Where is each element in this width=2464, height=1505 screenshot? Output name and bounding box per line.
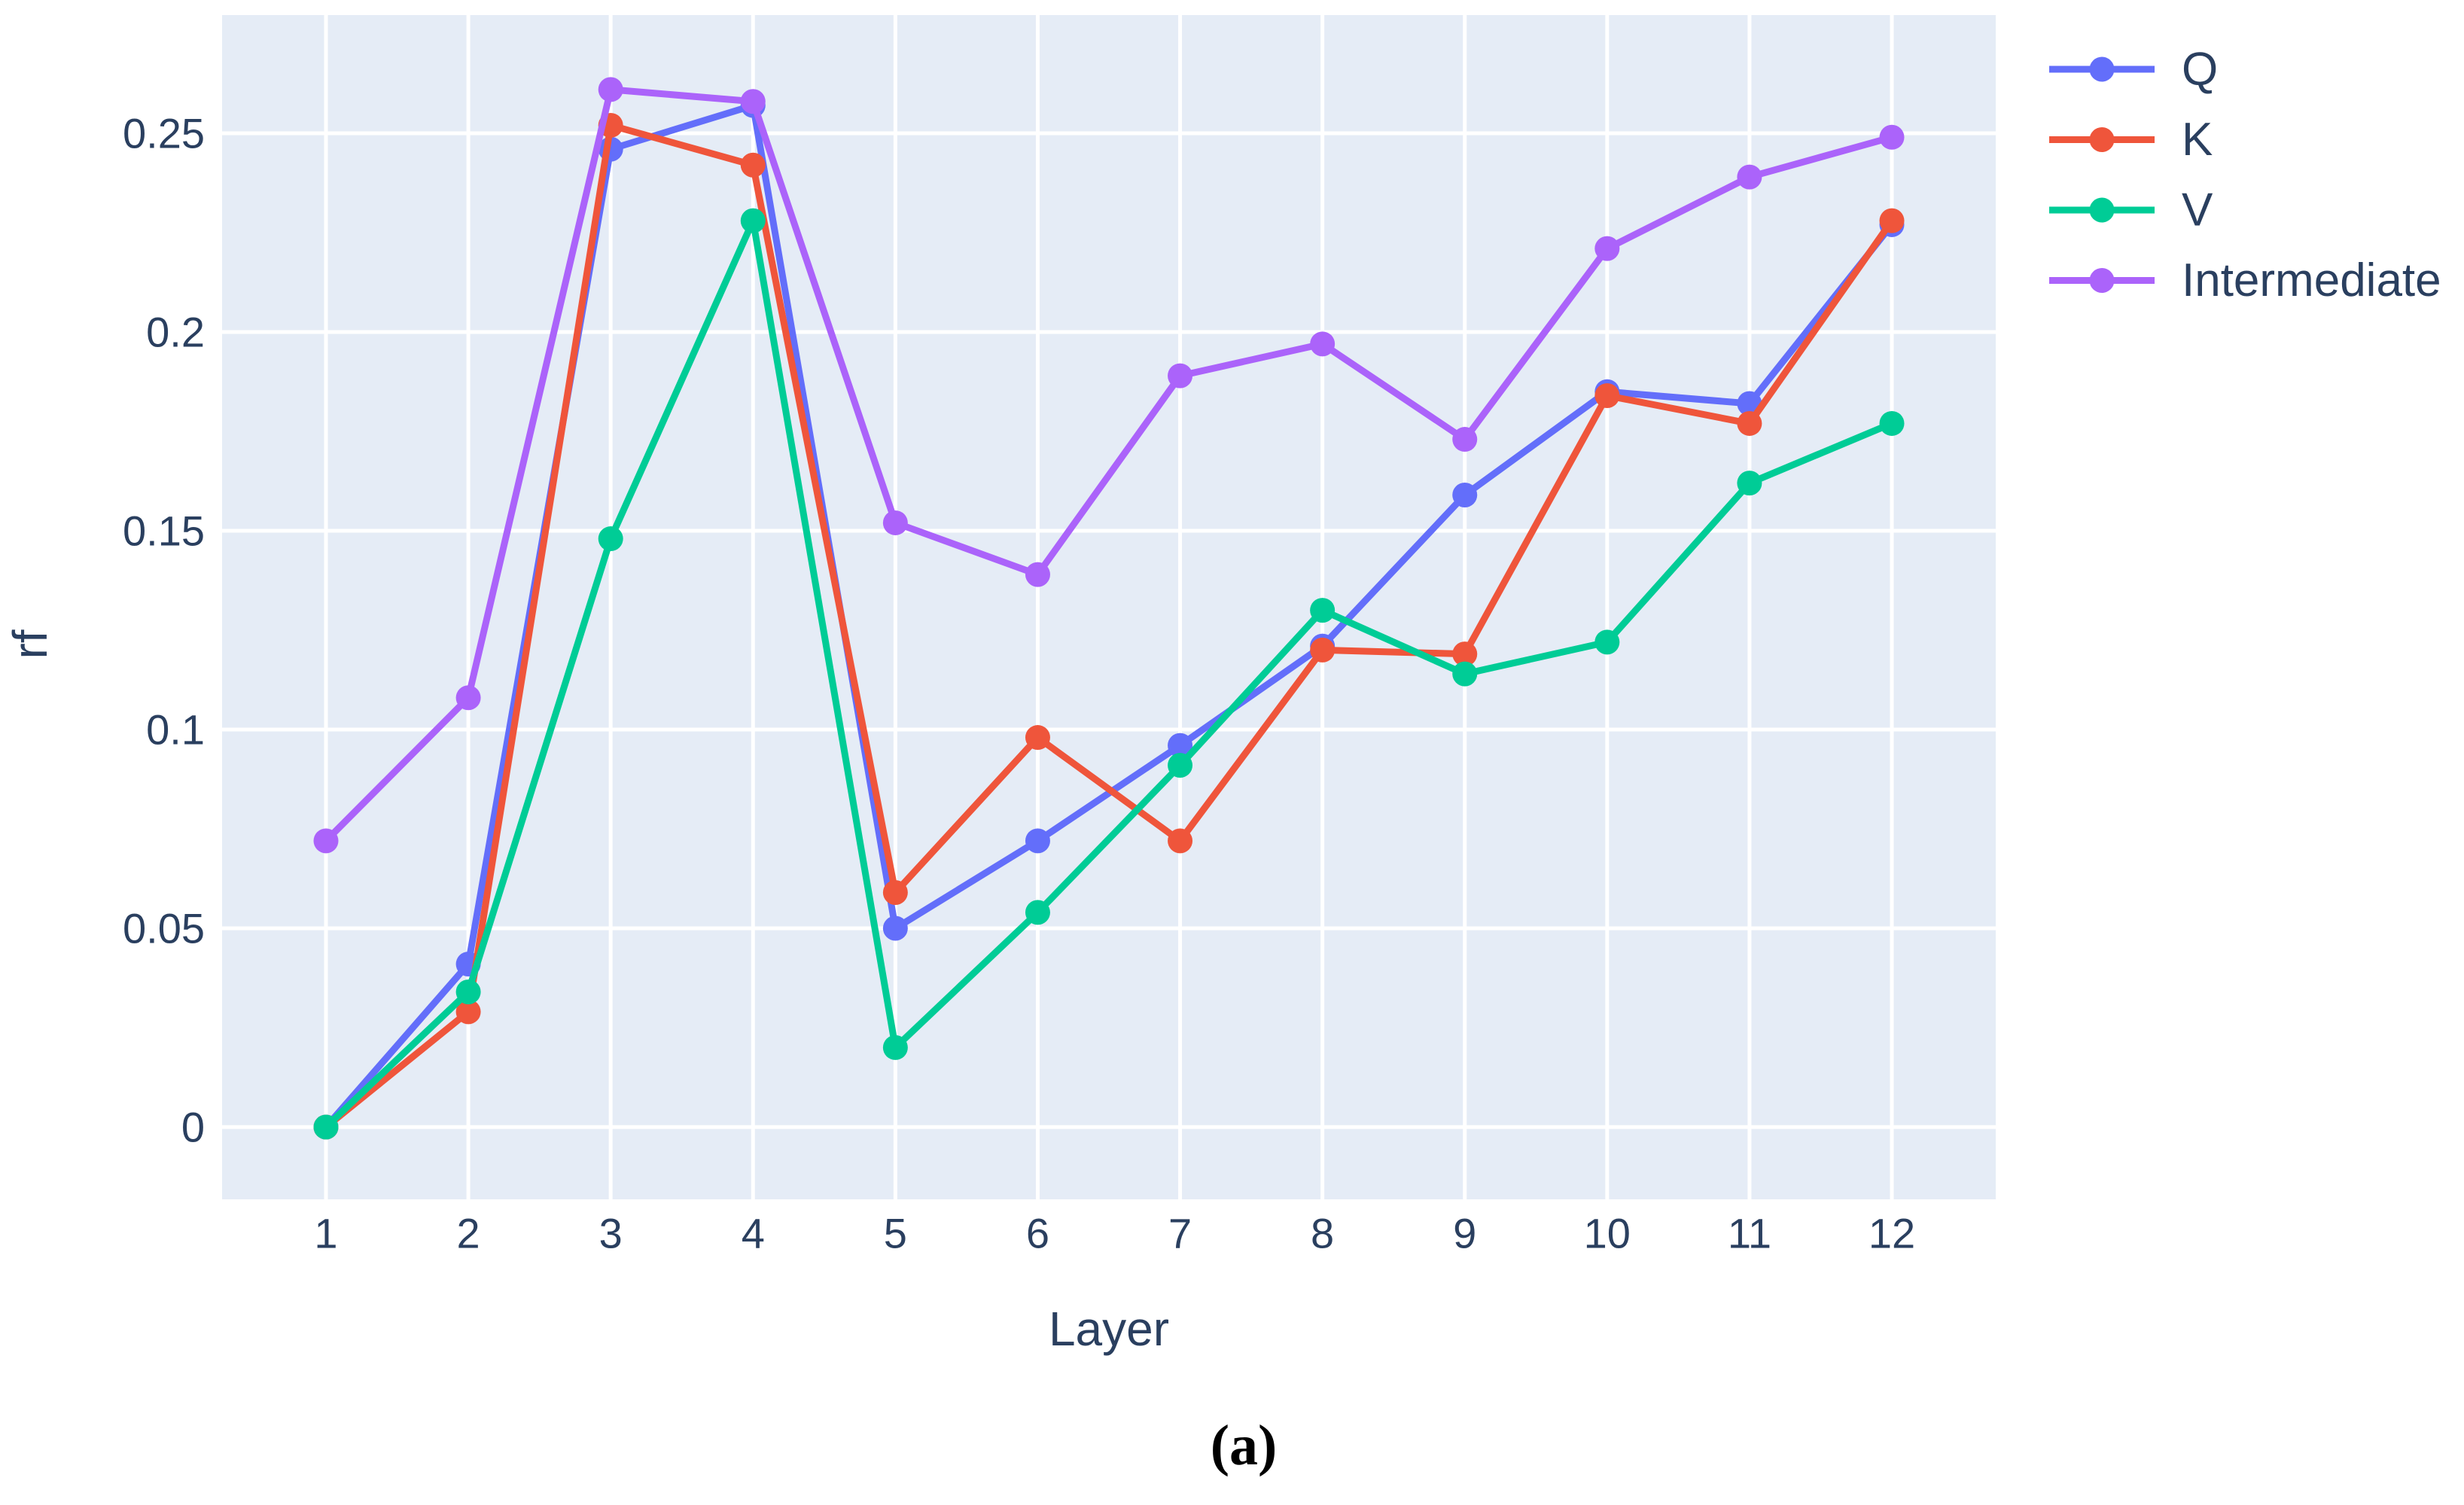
figure-caption: (a) [1211,1414,1278,1477]
x-tick-label-1: 1 [314,1210,337,1257]
data-point-Intermediate-x12 [1879,124,1905,150]
data-point-Intermediate-x6 [1025,562,1050,587]
data-point-K-x12 [1879,208,1905,233]
data-point-Intermediate-x3 [598,77,623,102]
x-tick-label-2: 2 [457,1210,480,1257]
series-Intermediate [313,77,1905,854]
series-V [313,208,1905,1140]
x-tick-label-10: 10 [1584,1210,1631,1257]
data-point-K-x9 [1452,641,1478,667]
x-tick-label-12: 12 [1869,1210,1915,1257]
data-point-Intermediate-x10 [1594,236,1620,261]
data-point-Intermediate-x2 [455,685,481,711]
legend: QKV Intermediate [2049,44,2441,306]
y-tick-label-0.25: 0.25 [123,110,205,157]
data-point-Q-x7 [1168,733,1193,758]
data-point-Q-x6 [1025,828,1050,854]
data-point-Intermediate-x4 [740,89,766,114]
data-point-K-x11 [1737,410,1762,436]
y-axis-title: rf [3,629,57,659]
legend-item-Intermediate[interactable]: Intermediate [2049,254,2441,306]
legend-marker-V [2089,197,2115,223]
x-tick-label-8: 8 [1311,1210,1334,1257]
x-tick-label-3: 3 [599,1210,623,1257]
data-point-Intermediate-x5 [882,510,908,535]
gridlines [222,15,1996,1199]
x-tick-label-9: 9 [1453,1210,1476,1257]
data-point-Intermediate-x8 [1310,331,1336,357]
data-point-V-x7 [1168,753,1193,778]
data-point-K-x8 [1310,637,1336,663]
legend-label-Q: Q [2182,44,2218,96]
data-point-V-x2 [455,979,481,1004]
y-tick-label-0.15: 0.15 [123,507,205,555]
series-line-K [322,121,1896,1131]
x-tick-label-4: 4 [742,1210,765,1257]
x-tick-label-11: 11 [1728,1210,1771,1257]
legend-marker-K [2089,127,2115,152]
data-point-V-x9 [1452,661,1478,687]
data-point-Intermediate-x9 [1452,427,1478,452]
plot-area[interactable] [222,15,1996,1199]
data-point-K-x7 [1168,828,1193,854]
data-point-K-x4 [740,152,766,178]
legend-item-K[interactable]: K [2049,114,2213,166]
legend-label-K: K [2182,114,2213,166]
y-tick-label-0: 0 [181,1104,205,1151]
series-line-V [322,217,1896,1131]
data-point-Q-x5 [882,915,908,941]
data-point-K-x6 [1025,725,1050,751]
data-point-V-x3 [598,526,623,552]
x-tick-label-6: 6 [1026,1210,1049,1257]
legend-item-V[interactable]: V [2049,184,2213,236]
data-point-K-x10 [1594,382,1620,408]
legend-label-V: V [2182,184,2213,236]
data-point-Intermediate-x1 [313,828,339,854]
data-point-Intermediate-x11 [1737,164,1762,190]
data-point-K-x2 [455,999,481,1025]
data-point-V-x4 [740,208,766,233]
data-point-V-x11 [1737,471,1762,496]
data-point-Q-x9 [1452,482,1478,507]
legend-marker-Q [2089,56,2115,82]
legend-label-Intermediate: Intermediate [2182,254,2441,306]
y-tick-label-0.2: 0.2 [146,309,205,356]
x-axis-ticks: 1 2 3 4 5 6 7 8 9 10 11 12 [314,1210,1915,1257]
data-point-V-x6 [1025,900,1050,925]
series-line-Intermediate [322,86,1896,845]
x-tick-label-7: 7 [1168,1210,1192,1257]
x-tick-label-5: 5 [884,1210,907,1257]
data-point-V-x5 [882,1034,908,1060]
data-point-V-x8 [1310,598,1336,623]
data-point-K-x5 [882,879,908,905]
legend-marker-Intermediate [2089,268,2115,293]
y-tick-label-0.05: 0.05 [123,905,205,952]
data-point-V-x1 [313,1114,339,1140]
data-point-V-x10 [1594,629,1620,655]
data-point-V-x12 [1879,410,1905,436]
y-tick-label-0.1: 0.1 [146,706,205,754]
y-axis-ticks: 0 0.05 0.1 0.15 0.2 0.25 [123,110,205,1151]
legend-item-Q[interactable]: Q [2049,44,2218,96]
x-axis-title: Layer [1049,1302,1169,1356]
data-point-Intermediate-x7 [1168,363,1193,388]
